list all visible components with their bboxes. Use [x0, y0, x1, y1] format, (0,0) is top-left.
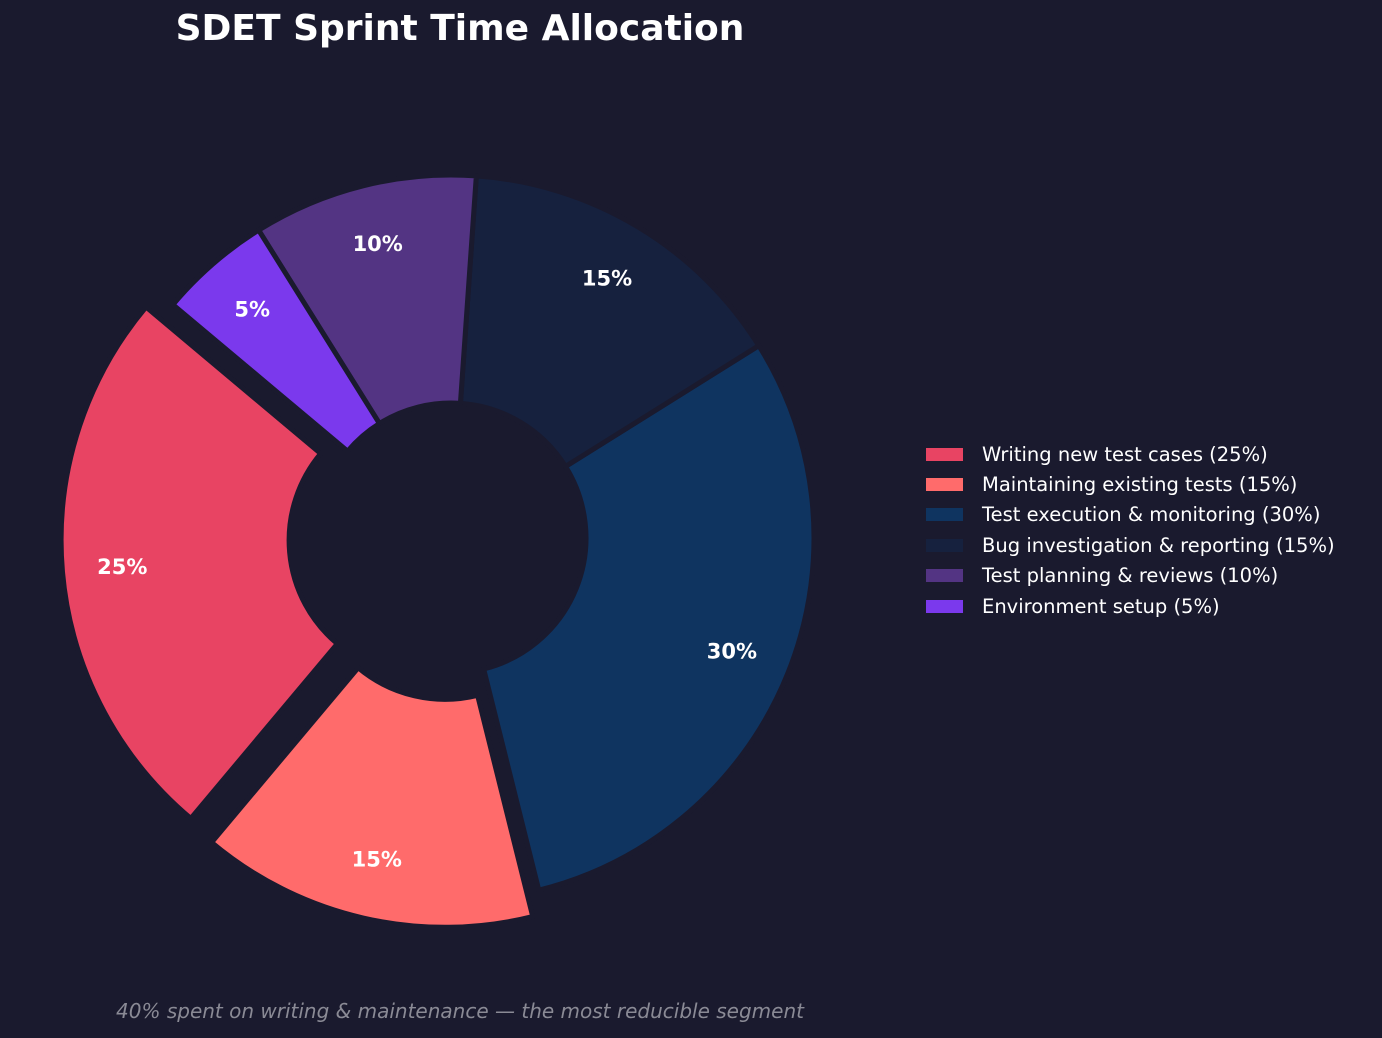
- legend-label: Environment setup (5%): [982, 594, 1220, 618]
- legend-item: Writing new test cases (25%): [926, 439, 1335, 469]
- legend-swatch: [926, 508, 963, 522]
- legend-label: Bug investigation & reporting (15%): [982, 533, 1335, 557]
- chart-annotation: 40% spent on writing & maintenance — the…: [116, 999, 804, 1023]
- legend-item: Bug investigation & reporting (15%): [926, 530, 1335, 560]
- slice-writing-new-test-cases: [58, 304, 340, 821]
- slice-value-label: 15%: [352, 848, 402, 872]
- slice-value-label: 10%: [353, 232, 403, 256]
- legend-swatch: [926, 447, 963, 461]
- donut-slices: [58, 172, 817, 930]
- slice-value-label: 30%: [707, 640, 757, 664]
- slice-bug-investigation-reporting: [457, 173, 762, 469]
- slice-environment-setup: [170, 227, 382, 454]
- slice-test-planning-reviews: [256, 172, 479, 427]
- chart-title: SDET Sprint Time Allocation: [175, 8, 745, 49]
- slice-labels: 25% 15% 30% 15% 10% 5%: [97, 232, 757, 872]
- slice-value-label: 15%: [582, 266, 632, 290]
- slice-value-label: 5%: [234, 297, 270, 321]
- legend-label: Writing new test cases (25%): [982, 442, 1268, 466]
- legend-item: Test execution & monitoring (30%): [926, 500, 1335, 530]
- legend: Writing new test cases (25%) Maintaining …: [926, 439, 1335, 621]
- slice-value-label: 25%: [97, 555, 147, 579]
- legend-swatch: [926, 538, 963, 552]
- slice-test-execution-monitoring: [481, 343, 817, 893]
- legend-label: Test execution & monitoring (30%): [982, 503, 1321, 527]
- legend-swatch: [926, 478, 963, 492]
- slice-maintaining-existing-tests: [209, 665, 536, 930]
- legend-item: Maintaining existing tests (15%): [926, 469, 1335, 499]
- legend-item: Test planning & reviews (10%): [926, 561, 1335, 591]
- legend-item: Environment setup (5%): [926, 591, 1335, 621]
- legend-label: Test planning & reviews (10%): [982, 564, 1279, 588]
- legend-swatch: [926, 599, 963, 613]
- legend-swatch: [926, 569, 963, 583]
- legend-label: Maintaining existing tests (15%): [982, 473, 1298, 497]
